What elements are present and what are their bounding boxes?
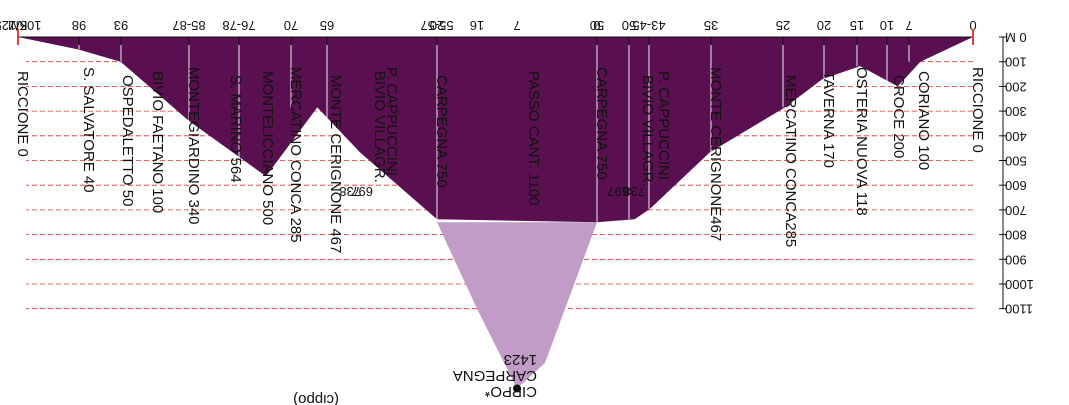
altitude-note: 738 bbox=[623, 184, 645, 199]
km-tick-label: 10 bbox=[880, 18, 894, 33]
place-label: CORIANO 100 bbox=[915, 71, 932, 170]
place-label: P. CAPPUCCINI bbox=[383, 67, 400, 176]
km-tick-label: 76-78 bbox=[222, 18, 255, 33]
climb-km-label: 20 bbox=[430, 18, 444, 33]
altitude-note: 738 bbox=[339, 184, 361, 199]
km-tick-label: 25 bbox=[776, 18, 790, 33]
place-label: OSPEDALETTO 50 bbox=[119, 75, 136, 206]
place-label: CARPEGNA 750 bbox=[433, 75, 450, 188]
km-divider-lines bbox=[78, 37, 910, 223]
place-label: RICCIONE 0 bbox=[969, 67, 986, 153]
y-tick-label: 100 bbox=[1005, 55, 1027, 70]
altitude-note: 697 bbox=[607, 184, 629, 199]
summit-label: 1423 bbox=[504, 351, 537, 368]
place-label: MONTEGIARDINO 340 bbox=[185, 67, 202, 225]
km-tick-label: 0 bbox=[969, 18, 976, 33]
place-label: BIVIO VILLAGR. bbox=[639, 75, 656, 187]
place-label: MERCATINO CONCA285 bbox=[782, 75, 799, 247]
km-tick-label: 43-45 bbox=[632, 18, 665, 33]
km-endpoint-markers bbox=[17, 29, 974, 45]
km-tick-label: 15 bbox=[850, 18, 864, 33]
y-tick-label: 1000 bbox=[1005, 277, 1034, 292]
place-label: RICCIONE 0 bbox=[14, 71, 31, 157]
km-tick-label: 35 bbox=[704, 18, 718, 33]
km-tick-label: 50 bbox=[622, 18, 636, 33]
y-tick-label: 600 bbox=[1005, 178, 1027, 193]
place-label: CROCE 200 bbox=[890, 75, 907, 158]
place-label: MERCATINO CONCA 285 bbox=[287, 67, 304, 243]
climb-km-label: 16 bbox=[470, 18, 484, 33]
place-label: P. CAPPUCCINI bbox=[655, 71, 672, 180]
place-label: MONTELICCIANO 500 bbox=[259, 71, 276, 225]
place-label: S. SALVATORE 40 bbox=[80, 67, 97, 193]
y-tick-label: 800 bbox=[1005, 228, 1027, 243]
place-label: BIVIO FAETANO 100 bbox=[149, 71, 166, 213]
profile-area bbox=[18, 37, 973, 223]
km-tick-label: 7 bbox=[905, 18, 912, 33]
y-tick-label: 200 bbox=[1005, 79, 1027, 94]
climb-area bbox=[437, 222, 597, 389]
km-tick-label: 70 bbox=[284, 18, 298, 33]
place-label: MONTE CERIGNONE467 bbox=[707, 67, 724, 241]
y-tick-label: 400 bbox=[1005, 129, 1027, 144]
y-tick-label: 0 M bbox=[1005, 30, 1027, 45]
km-tick-label: 50 bbox=[590, 18, 604, 33]
summit-label: CARPEGNA bbox=[453, 367, 537, 384]
km-tick-label: 105/125 bbox=[0, 18, 42, 33]
km-tick-label: 85-87 bbox=[172, 18, 205, 33]
climb-km-label: 7 bbox=[513, 18, 520, 33]
climb-km-label: 0 bbox=[593, 18, 600, 33]
place-label: OSTERIA NUOVA 118 bbox=[853, 67, 870, 216]
place-label: MONTE CERIGNONE 467 bbox=[327, 75, 344, 253]
km-tick-label: 55-57 bbox=[420, 18, 453, 33]
altitude-note: 697 bbox=[351, 184, 373, 199]
km-tick-label: 93 bbox=[114, 18, 128, 33]
y-tick-label: 900 bbox=[1005, 252, 1027, 267]
altitude-tick-labels: 0 M 100 200 300 400 500 600 700 800 900 1000 1100 bbox=[999, 30, 1034, 317]
y-tick-label: 500 bbox=[1005, 154, 1027, 169]
y-tick-label: 1100 bbox=[1005, 302, 1033, 317]
km-axis-label: KM bbox=[8, 18, 28, 33]
place-labels: RICCIONE 0 CORIANO 100 CROCE 200 OSTERIA NU… bbox=[14, 67, 986, 253]
place-label: CARPEGNA 750 bbox=[593, 67, 610, 180]
y-tick-label: 700 bbox=[1005, 203, 1027, 218]
km-tick-label: 20 bbox=[817, 18, 831, 33]
summit-marker: CIPPO* CARPEGNA 1423 bbox=[453, 351, 537, 400]
km-tick-labels: 07101520253543-45505055-57657076-7885-87… bbox=[0, 18, 977, 45]
place-label: PASSO CANT. 1100 bbox=[525, 71, 542, 206]
summit-label: CIPPO* bbox=[484, 383, 537, 400]
place-label: BIVIO VILLAGR. bbox=[371, 71, 388, 183]
km-tick-label: 98 bbox=[72, 18, 86, 33]
bottom-caption: (cippo) bbox=[293, 391, 339, 405]
summit-dot bbox=[513, 384, 521, 393]
y-tick-label: 300 bbox=[1005, 104, 1027, 119]
place-label: TAVERNA 170 bbox=[820, 71, 837, 168]
km-tick-label: 65 bbox=[320, 18, 334, 33]
place-label: S. MARINO 564 bbox=[227, 75, 244, 183]
